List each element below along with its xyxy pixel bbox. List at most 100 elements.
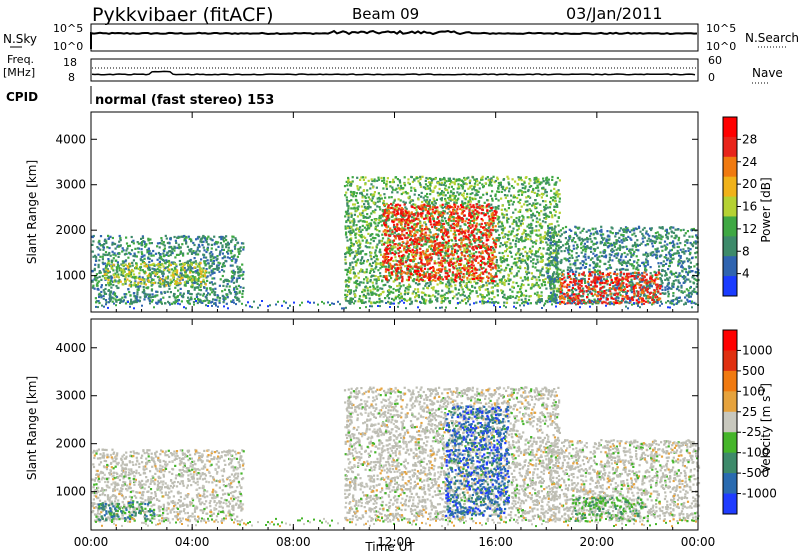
scatter-cell [211,270,213,272]
scatter-cell [419,222,421,224]
scatter-cell [183,264,185,266]
scatter-cell [222,253,224,255]
scatter-cell [361,291,363,293]
scatter-cell [231,260,233,262]
scatter-cell [146,293,148,295]
scatter-cell [440,295,442,297]
scatter-cell [381,288,383,290]
scatter-cell [110,255,112,257]
scatter-cell [356,185,358,187]
scatter-cell [498,270,500,272]
scatter-cell [167,242,169,244]
scatter-cell [140,283,142,285]
scatter-cell [359,226,361,228]
scatter-cell [242,290,244,292]
scatter-cell [393,280,395,282]
scatter-cell [536,217,538,219]
scatter-cell [505,267,507,269]
scatter-cell [506,194,508,196]
scatter-cell [494,256,496,258]
scatter-cell [520,277,522,279]
scatter-cell [458,233,460,235]
scatter-cell [151,260,153,262]
scatter-cell [219,251,221,253]
scatter-cell [350,199,352,201]
scatter-cell [385,266,387,268]
scatter-cell [138,272,140,274]
scatter-cell [174,268,176,270]
scatter-cell [382,210,384,212]
scatter-cell [452,199,454,201]
scatter-cell [495,246,497,248]
scatter-cell [404,293,406,295]
scatter-cell [196,296,198,298]
scatter-cell [225,239,227,241]
scatter-cell [436,300,438,302]
scatter-cell [189,271,191,273]
scatter-cell [387,230,389,232]
scatter-cell [415,265,417,267]
scatter-cell [463,273,465,275]
scatter-cell [498,234,500,236]
scatter-cell [461,200,463,202]
scatter-cell [418,243,420,245]
scatter-cell [160,298,162,300]
scatter-cell [543,274,545,276]
scatter-cell [382,237,384,239]
scatter-cell [144,262,146,264]
scatter-cell [406,287,408,289]
scatter-cell [135,295,137,297]
scatter-cell [104,254,106,256]
scatter-cell [545,278,547,280]
scatter-cell [384,259,386,261]
scatter-cell [503,236,505,238]
scatter-cell [502,296,504,298]
scatter-cell [498,185,500,187]
scatter-cell [461,180,463,182]
scatter-cell [472,234,474,236]
scatter-cell [163,250,165,252]
scatter-cell [479,246,481,248]
scatter-cell [205,290,207,292]
scatter-cell [352,266,354,268]
scatter-cell [398,277,400,279]
scatter-cell [363,236,365,238]
scatter-cell [490,177,492,179]
scatter-cell [348,285,350,287]
scatter-cell [459,294,461,296]
scatter-cell [175,297,177,299]
scatter-cell [502,205,504,207]
scatter-cell [458,186,460,188]
scatter-cell [455,273,457,275]
scatter-cell [357,250,359,252]
scatter-cell [374,237,376,239]
scatter-cell [540,239,542,241]
scatter-cell [348,277,350,279]
scatter-cell [424,240,426,242]
scatter-cell [194,266,196,268]
scatter-cell [527,267,529,269]
scatter-cell [507,234,509,236]
scatter-cell [552,252,554,254]
scatter-cell [416,249,418,251]
scatter-cell [370,291,372,293]
scatter-cell [557,195,559,197]
scatter-cell [487,280,489,282]
scatter-cell [496,261,498,263]
scatter-cell [489,301,491,303]
scatter-cell [356,287,358,289]
scatter-cell [530,185,532,187]
scatter-cell [521,183,523,185]
scatter-cell [236,242,238,244]
scatter-cell [390,286,392,288]
scatter-cell [136,255,138,257]
scatter-cell [353,218,355,220]
scatter-cell [541,268,543,270]
scatter-cell [421,176,423,178]
scatter-cell [404,184,406,186]
scatter-cell [366,193,368,195]
scatter-cell [512,296,514,298]
scatter-cell [544,214,546,216]
scatter-cell [390,291,392,293]
scatter-cell [168,269,170,271]
